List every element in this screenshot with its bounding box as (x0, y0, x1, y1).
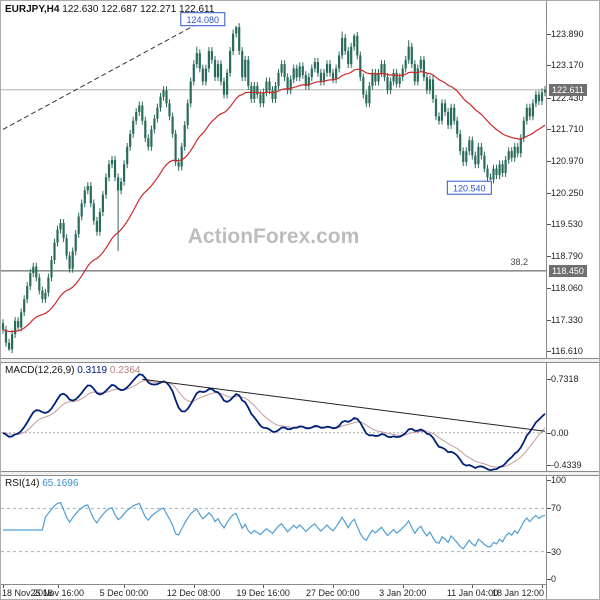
time-tickmark (402, 585, 404, 588)
current-price-tag: 118.450 (549, 264, 587, 277)
price-tick: 120.250 (551, 187, 584, 198)
axis-tickmark (547, 97, 551, 99)
rsi-label: RSI(14) 65.1696 (5, 478, 78, 489)
price-tick: 118.060 (551, 282, 583, 293)
macd-tick: -0.4339 (551, 459, 582, 470)
time-tickmark (472, 585, 474, 588)
panel-splitter-rsi[interactable] (1, 471, 599, 476)
axis-tickmark (547, 432, 551, 434)
candlestick-chart-canvas[interactable]: 38.2 124.080 120.540 (1, 1, 546, 358)
rsi-tick: 70 (551, 503, 562, 514)
time-axis: 18 Nov 2016 25 Nov 16:00 5 Dec 00:00 12 Dec… (1, 584, 546, 599)
price-tick: 123.890 (551, 29, 584, 40)
time-tickmark (124, 585, 126, 588)
panel-splitter-macd[interactable] (1, 358, 599, 363)
axis-tickmark (547, 65, 551, 67)
axis-tickmark (547, 551, 551, 553)
axis-tickmark (547, 128, 551, 130)
price-tick: 116.610 (551, 346, 583, 357)
rsi-tick: 100 (551, 475, 567, 485)
rsi-chart-canvas[interactable] (1, 476, 546, 584)
time-tickmark (541, 585, 543, 588)
price-tick: 123.170 (551, 60, 584, 71)
time-tickmark (57, 585, 59, 588)
axis-tickmark (547, 351, 551, 353)
price-tick: 117.330 (551, 314, 583, 325)
time-tick-label: 3 Jan 20:00 (379, 588, 427, 598)
rsi-tick: 30 (551, 546, 562, 557)
price-tick: 121.710 (551, 123, 584, 134)
price-tick: 122.430 (551, 92, 584, 103)
fib-382-label: 38.2 (510, 257, 528, 267)
macd-panel[interactable] (1, 363, 546, 471)
time-tick-label: 27 Dec 00:00 (306, 588, 360, 598)
price-tick: 119.530 (551, 218, 583, 229)
time-tick-label: 11 Jan 04:00 (446, 588, 499, 598)
macd-tick: 0.7318 (551, 374, 579, 385)
price-tick: 118.790 (551, 251, 583, 262)
time-tick-label: 12 Dec 08:00 (166, 588, 221, 598)
time-tick-label: 5 Dec 00:00 (99, 588, 149, 598)
axis-tickmark (547, 223, 551, 225)
time-tick-label: 18 Nov 2016 (2, 588, 54, 598)
axis-tickmark (547, 379, 551, 381)
symbol-timeframe-label: EURJPY,H4 (5, 4, 60, 15)
axis-tickmark (547, 161, 551, 163)
axis-tickmark (547, 464, 551, 466)
axis-tickmark (547, 256, 551, 258)
watermark-text: ActionForex.com (187, 225, 360, 248)
rsi-name: RSI(14) (5, 478, 40, 489)
macd-label: MACD(12,26,9) 0.3119 0.2364 (5, 365, 140, 376)
rsi-tick: 0 (551, 574, 557, 584)
axis-tickmark (547, 34, 551, 36)
price-annotation[interactable]: 124.080 (180, 12, 226, 27)
price-tick: 120.970 (551, 156, 584, 167)
price-axis: 123.890 123.170 122.430 121.710 120.970 120.2… (546, 1, 599, 599)
time-tickmark (333, 585, 335, 588)
axis-tickmark (547, 579, 551, 580)
chart-title: EURJPY,H4 122.630 122.687 122.271 122.61… (5, 4, 214, 15)
svg-text:120.540: 120.540 (453, 184, 486, 194)
axis-tickmark (547, 508, 551, 510)
time-tickmark (263, 585, 265, 588)
macd-chart-canvas[interactable] (1, 363, 546, 471)
macd-tick: 0.00 (551, 427, 569, 438)
macd-value: 0.3119 (77, 365, 108, 376)
rsi-panel[interactable] (1, 476, 546, 584)
macd-signal-value: 0.2364 (109, 365, 141, 376)
ohlc-values: 122.630 122.687 122.271 122.611 (62, 4, 215, 15)
axis-tickmark (547, 319, 551, 321)
macd-name: MACD(12,26,9) (5, 365, 75, 376)
axis-tickmark (547, 480, 551, 481)
time-tick-label: 19 Dec 16:00 (236, 588, 290, 598)
svg-text:124.080: 124.080 (187, 15, 220, 25)
axis-tickmark (547, 287, 551, 289)
time-tick-label: 25 Nov 16:00 (30, 588, 85, 598)
rsi-value: 65.1696 (42, 478, 79, 489)
current-price-tag: 122.611 (549, 83, 587, 96)
price-panel[interactable]: 38.2 124.080 120.540 (1, 1, 546, 358)
time-tickmark (193, 585, 195, 588)
time-tickmark (3, 585, 4, 588)
price-annotation[interactable]: 120.540 (446, 180, 492, 195)
axis-tickmark (547, 192, 551, 194)
time-tick-label: 18 Jan 12:00 (492, 588, 545, 598)
